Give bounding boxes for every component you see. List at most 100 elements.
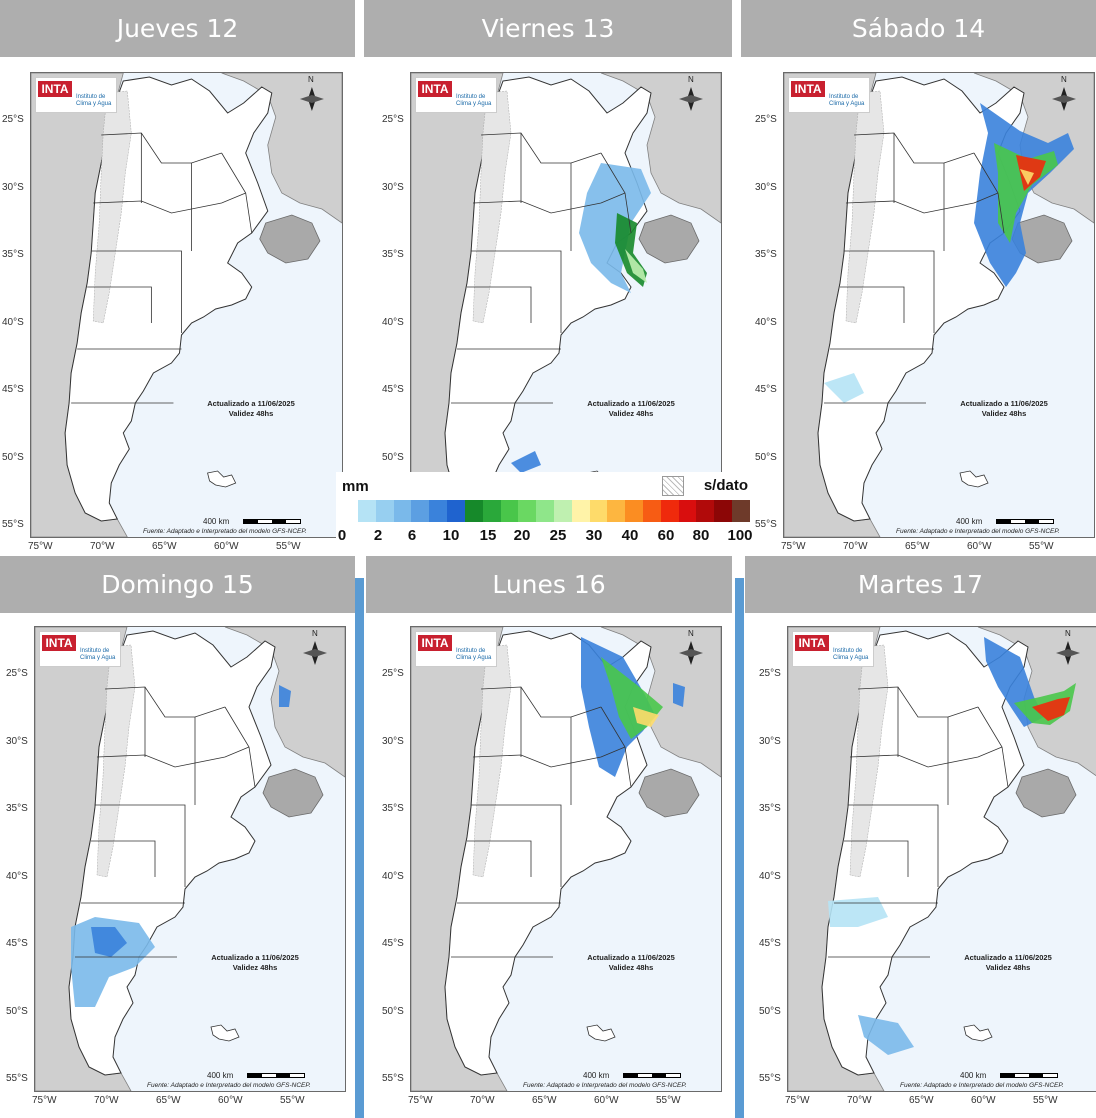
province-border [224, 706, 256, 788]
legend-swatch [536, 500, 554, 522]
update-note: Actualizado a 11/06/2025 Validez 48hs [207, 399, 295, 418]
update-note: Actualizado a 11/06/2025 Validez 48hs [964, 953, 1052, 972]
province-border [600, 706, 632, 788]
latitude-label: 45°S [2, 384, 24, 395]
province-border [96, 746, 250, 768]
legend-tick-label: 25 [549, 527, 567, 544]
latitude-label: 55°S [759, 1073, 781, 1084]
map-frame: INTA Instituto de Clima y Agua N Actualizado… [34, 626, 346, 1092]
longitude-label: 75°W [408, 1095, 433, 1106]
province-border [472, 746, 626, 768]
legend-tick-label: 6 [407, 527, 417, 544]
logo-inta-text: INTA [791, 81, 825, 97]
longitude-label: 55°W [280, 1095, 305, 1106]
falkland-islands [207, 470, 237, 488]
panel-sabado: Sábado 14 INTA Instituto de Clima y Agua N A… [741, 0, 1096, 556]
province-border [840, 286, 905, 323]
precipitation-area [1020, 169, 1034, 185]
separator-strip [735, 578, 744, 1118]
latitude-label: 50°S [382, 451, 404, 463]
north-arrow-icon [679, 641, 703, 665]
latitude-label: 50°S [382, 1005, 404, 1017]
longitude-label: 65°W [909, 1095, 934, 1106]
north-label: N [308, 75, 314, 84]
longitude-label: 55°W [1033, 1095, 1058, 1106]
legend-swatch [678, 500, 697, 522]
latitude-label: 35°S [759, 803, 781, 814]
north-label: N [1065, 629, 1071, 638]
longitude-label: 65°W [156, 1095, 181, 1106]
longitude-label: 65°W [152, 541, 177, 552]
logo-clima-text: Instituto de Clima y Agua [456, 648, 492, 661]
legend-tick-label: 0 [337, 527, 347, 544]
neighbor-uruguay [638, 214, 700, 264]
precipitation-area [279, 685, 291, 707]
panel-title: Jueves 12 [0, 0, 355, 57]
map-frame: INTA Instituto de Clima y Agua N Actualizado… [410, 72, 722, 538]
no-data-hatch-area [92, 90, 132, 324]
neighbor-uruguay [259, 214, 321, 264]
latitude-label: 40°S [382, 316, 404, 328]
map-frame: INTA Instituto de Clima y Agua N Actualizado… [787, 626, 1096, 1092]
legend-color-bar [358, 500, 750, 522]
legend-swatch [714, 500, 733, 522]
precipitation-area [828, 897, 888, 927]
latitude-label: 45°S [755, 384, 777, 395]
update-note: Actualizado a 11/06/2025 Validez 48hs [587, 399, 675, 418]
longitude-label: 75°W [28, 541, 53, 552]
logo-inta-text: INTA [795, 635, 829, 651]
longitude-label: 70°W [470, 1095, 495, 1106]
longitude-label: 55°W [656, 1095, 681, 1106]
logo-clima-text: Instituto de Clima y Agua [456, 94, 492, 107]
longitude-label: 60°W [218, 1095, 243, 1106]
legend-tick-label: 15 [479, 527, 497, 544]
legend-swatch [482, 500, 501, 522]
logo-clima-text: Instituto de Clima y Agua [829, 94, 865, 107]
map-frame: INTA Instituto de Clima y Agua N Actualizado… [30, 72, 343, 538]
update-note: Actualizado a 11/06/2025 Validez 48hs [960, 399, 1048, 418]
legend-swatch [464, 500, 483, 522]
legend-swatch [393, 500, 412, 522]
legend-swatch [625, 500, 643, 522]
latitude-label: 45°S [759, 938, 781, 949]
north-arrow-icon [1056, 641, 1080, 665]
province-border [91, 840, 156, 877]
panel-martes: Martes 17 INTA Instituto de Clima y Agua N A… [745, 556, 1096, 1118]
latitude-label: 25°S [759, 668, 781, 679]
inta-logo: INTA Instituto de Clima y Agua [415, 77, 497, 113]
source-note: Fuente: Adaptado e Interpretado del mode… [147, 1082, 311, 1089]
latitude-label: 45°S [6, 938, 28, 949]
falkland-islands [959, 470, 989, 488]
neighbor-uruguay [1015, 768, 1077, 818]
legend-tick-label: 40 [621, 527, 639, 544]
legend-tick-label: 10 [442, 527, 460, 544]
latitude-label: 40°S [6, 870, 28, 882]
precipitation-map [784, 73, 1094, 537]
latitude-label: 50°S [759, 1005, 781, 1017]
legend-swatch [411, 500, 430, 522]
latitude-label: 35°S [2, 249, 24, 260]
province-border [480, 686, 602, 718]
scale-label: 400 km [960, 1071, 987, 1080]
scale-label: 400 km [207, 1071, 234, 1080]
update-note: Actualizado a 11/06/2025 Validez 48hs [211, 953, 299, 972]
logo-clima-text: Instituto de Clima y Agua [80, 648, 116, 661]
legend-swatch [660, 500, 679, 522]
province-border [973, 152, 1005, 234]
precipitation-area [511, 451, 541, 473]
no-data-hatch-area [96, 644, 136, 878]
scale-bar [623, 1073, 681, 1078]
falkland-islands [210, 1024, 240, 1042]
panel-title: Martes 17 [745, 556, 1096, 613]
legend-swatch [732, 500, 750, 522]
no-data-hatch-area [472, 644, 512, 878]
legend-swatch [643, 500, 661, 522]
latitude-label: 25°S [382, 668, 404, 679]
scale-label: 400 km [203, 517, 230, 526]
scale-bar [247, 1073, 305, 1078]
legend-swatch [447, 500, 465, 522]
precipitation-area [633, 707, 659, 727]
precipitation-map [788, 627, 1096, 1091]
legend-ticks: 0 2 6 10 15 20 25 30 40 60 80 100 [336, 527, 754, 545]
logo-clima-text: Instituto de Clima y Agua [833, 648, 869, 661]
